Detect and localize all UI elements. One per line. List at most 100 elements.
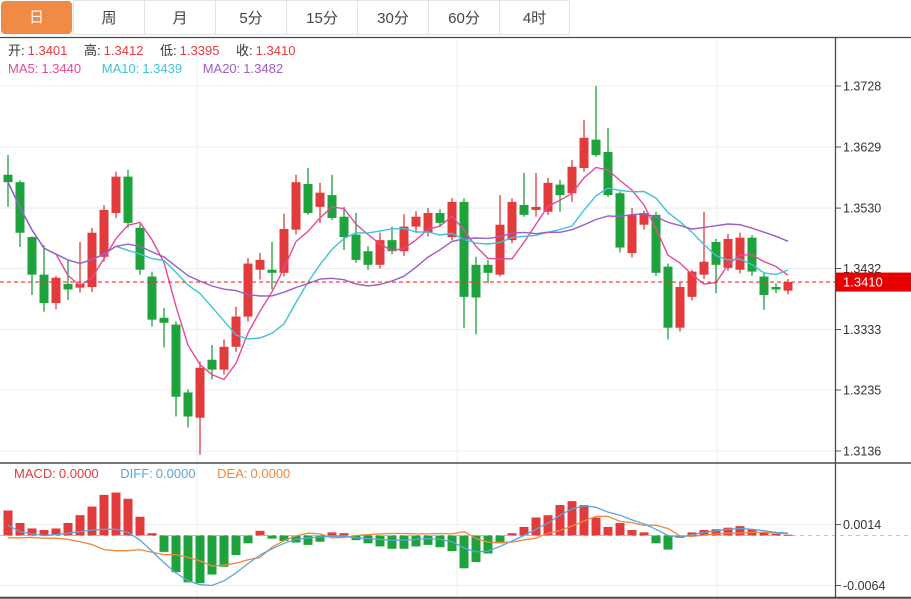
close-group: 收: 1.3410	[236, 43, 295, 58]
macd-bar	[687, 532, 697, 536]
candle-body	[183, 392, 193, 417]
candle[interactable]	[147, 271, 157, 327]
macd-bar	[471, 535, 481, 563]
candle-body	[219, 346, 229, 370]
ma10-label: MA10:	[101, 61, 140, 76]
candle[interactable]	[99, 204, 109, 262]
macd-bar	[231, 535, 241, 556]
price-tick-label: 1.3136	[843, 445, 881, 459]
candle[interactable]	[171, 321, 181, 417]
candle-body	[555, 184, 565, 196]
candle[interactable]	[411, 211, 421, 233]
candle[interactable]	[339, 206, 349, 251]
current-price-badge	[836, 272, 911, 292]
tab-60min[interactable]: 60分	[428, 0, 499, 35]
candle-body	[147, 276, 157, 320]
candle[interactable]	[135, 224, 145, 275]
candle[interactable]	[195, 361, 205, 455]
macd-bar	[759, 532, 769, 536]
candle[interactable]	[471, 256, 481, 335]
candle[interactable]	[567, 159, 577, 202]
candle[interactable]	[51, 275, 61, 310]
candle[interactable]	[483, 259, 493, 284]
candle[interactable]	[435, 209, 445, 227]
candle[interactable]	[123, 169, 133, 228]
candle[interactable]	[543, 177, 553, 215]
candle-body	[3, 174, 13, 183]
candle[interactable]	[531, 172, 541, 217]
macd-indicator-chart[interactable]: 0.0014 -0.0064	[0, 462, 911, 599]
candle[interactable]	[507, 198, 517, 244]
candle[interactable]	[591, 86, 601, 157]
tab-month[interactable]: 月	[144, 0, 215, 35]
candle[interactable]	[27, 236, 37, 296]
tab-30min[interactable]: 30分	[357, 0, 428, 35]
tab-5min[interactable]: 5分	[215, 0, 286, 35]
candle[interactable]	[579, 119, 589, 172]
candle[interactable]	[519, 172, 529, 217]
candle[interactable]	[255, 253, 265, 280]
macd-bar	[243, 535, 253, 544]
candle[interactable]	[399, 214, 409, 257]
tab-4hour[interactable]: 4时	[499, 0, 570, 35]
candle[interactable]	[303, 168, 313, 215]
candle[interactable]	[375, 232, 385, 269]
candle-body	[567, 166, 577, 194]
candle-body	[723, 238, 733, 268]
candle[interactable]	[219, 339, 229, 375]
candle[interactable]	[291, 174, 301, 235]
low-value: 1.3395	[179, 43, 220, 58]
candle[interactable]	[3, 155, 13, 207]
price-tick-label: 1.3530	[843, 202, 881, 216]
macd-tick-label: -0.0064	[843, 579, 885, 593]
candle-body	[627, 214, 637, 254]
candle[interactable]	[183, 389, 193, 428]
candle[interactable]	[159, 307, 169, 348]
macd-bar	[339, 533, 349, 536]
candle[interactable]	[675, 282, 685, 332]
candle[interactable]	[39, 245, 49, 312]
candle[interactable]	[387, 226, 397, 255]
candle[interactable]	[327, 174, 337, 220]
candle[interactable]	[711, 238, 721, 294]
tab-day[interactable]: 日	[1, 1, 72, 34]
candle[interactable]	[651, 211, 661, 276]
candle-body	[291, 182, 301, 230]
candle[interactable]	[663, 263, 673, 340]
tab-15min[interactable]: 15分	[286, 0, 357, 35]
tab-week[interactable]: 周	[73, 0, 144, 35]
candle[interactable]	[459, 198, 469, 328]
candle[interactable]	[495, 195, 505, 277]
macd-bar	[591, 517, 601, 536]
candle[interactable]	[627, 208, 637, 258]
candle[interactable]	[555, 179, 565, 212]
candle[interactable]	[207, 344, 217, 380]
candle[interactable]	[735, 232, 745, 274]
candle-body	[255, 259, 265, 270]
candle[interactable]	[615, 191, 625, 253]
candle-body	[315, 192, 325, 207]
candle-body	[207, 359, 217, 370]
candle[interactable]	[603, 127, 613, 197]
candle[interactable]	[63, 259, 73, 300]
candle[interactable]	[363, 246, 373, 270]
candle-body	[663, 266, 673, 328]
candle-body	[51, 277, 61, 304]
diff-label: DIFF:	[120, 466, 153, 481]
candlestick-chart[interactable]: 1.3728 1.3629 1.3530 1.3432 1.3333 1.3235 1.31…	[0, 36, 911, 462]
candle[interactable]	[231, 306, 241, 352]
candle-body	[771, 286, 781, 290]
macd-bar	[123, 498, 133, 536]
candle[interactable]	[111, 171, 121, 218]
candle[interactable]	[351, 213, 361, 263]
macd-bar	[447, 535, 457, 552]
candle[interactable]	[759, 272, 769, 310]
macd-bar	[711, 529, 721, 536]
candle[interactable]	[279, 213, 289, 277]
candle[interactable]	[771, 283, 781, 294]
candle[interactable]	[315, 182, 325, 223]
candle[interactable]	[267, 241, 277, 290]
candle[interactable]	[243, 258, 253, 322]
candle[interactable]	[783, 278, 793, 295]
